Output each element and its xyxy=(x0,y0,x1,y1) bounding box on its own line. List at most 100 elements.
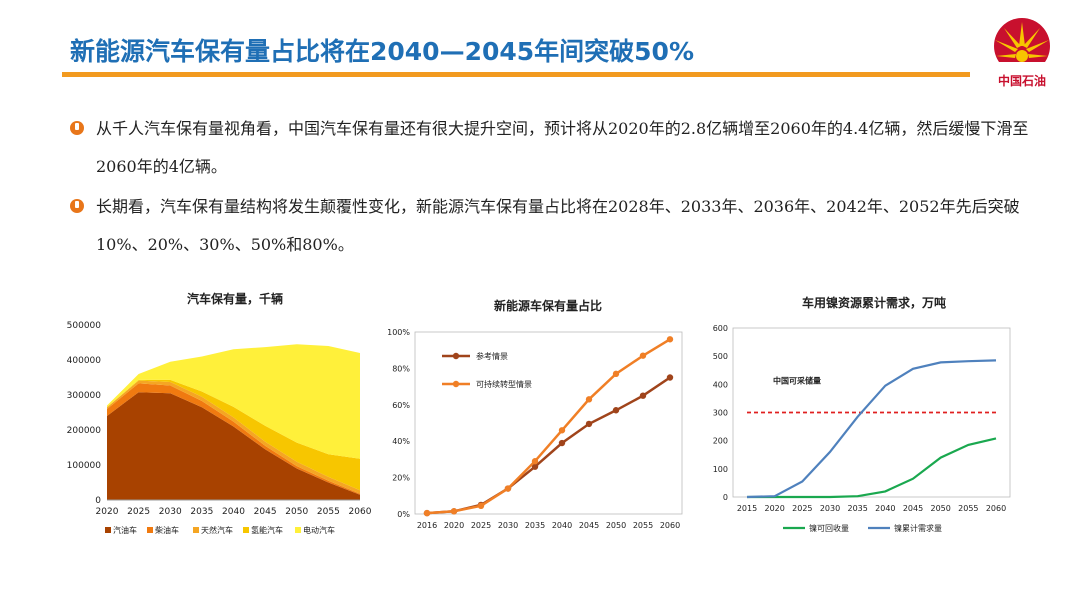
chart-title: 车用镍资源累计需求，万吨 xyxy=(802,295,946,310)
legend-swatch xyxy=(147,527,153,533)
y-tick-label: 400 xyxy=(713,380,728,389)
data-point xyxy=(531,463,539,470)
legend-swatch xyxy=(105,527,111,533)
y-tick-label: 100 xyxy=(713,465,728,474)
reference-line-label: 中国可采储量 xyxy=(773,376,821,386)
title-underline xyxy=(62,72,970,77)
legend-label: 氢能汽车 xyxy=(251,525,283,535)
bullet-text: 从千人汽车保有量视角看，中国汽车保有量还有很大提升空间，预计将从2020年的2.… xyxy=(96,119,1029,176)
x-tick-label: 2045 xyxy=(579,521,599,530)
area-series xyxy=(107,383,360,495)
x-tick-label: 2020 xyxy=(96,507,119,517)
x-tick-label: 2035 xyxy=(847,504,867,513)
y-tick-label: 500000 xyxy=(67,321,102,331)
area-series xyxy=(107,380,360,494)
y-tick-label: 200000 xyxy=(67,426,102,436)
legend-label: 镍可回收量 xyxy=(809,523,849,533)
x-tick-label: 2060 xyxy=(660,521,680,530)
y-tick-label: 0 xyxy=(723,493,728,502)
x-tick-label: 2016 xyxy=(417,521,437,530)
data-point xyxy=(450,508,458,515)
x-tick-label: 2030 xyxy=(820,504,840,513)
data-point xyxy=(585,396,593,403)
y-tick-label: 200 xyxy=(713,437,728,446)
x-tick-label: 2040 xyxy=(552,521,572,530)
x-tick-label: 2035 xyxy=(525,521,545,530)
series-line xyxy=(426,338,671,515)
legend-label: 汽油车 xyxy=(113,525,137,535)
series-line xyxy=(746,359,997,499)
y-tick-label: 300000 xyxy=(67,391,102,401)
x-tick-label: 2025 xyxy=(127,507,150,517)
area-series xyxy=(107,379,360,491)
x-tick-label: 2050 xyxy=(606,521,626,530)
legend-label: 参考情景 xyxy=(476,351,508,361)
nickel-demand-line-chart: 车用镍资源累计需求，万吨 0 100 200 300 400 500 600 2015 2020 2… xyxy=(713,295,1011,533)
area-series xyxy=(107,344,360,459)
data-point xyxy=(666,336,674,343)
plot-frame xyxy=(732,327,1011,498)
bullet-marker-icon xyxy=(70,199,84,213)
x-tick-label: 2050 xyxy=(930,504,950,513)
y-tick-label: 300 xyxy=(713,409,728,418)
x-tick-label: 2040 xyxy=(875,504,895,513)
x-tick-label: 2030 xyxy=(159,507,182,517)
data-point xyxy=(558,439,566,447)
vehicle-stock-area-chart: 汽车保有量，千辆 0 100000 200000 300000 400000 500000 2… xyxy=(67,291,372,535)
x-tick-label: 2055 xyxy=(633,521,653,530)
y-tick-label: 20% xyxy=(392,474,410,483)
data-point xyxy=(666,374,674,381)
legend-label: 电动汽车 xyxy=(303,525,335,535)
data-point xyxy=(504,485,512,492)
legend-swatch xyxy=(295,527,301,533)
legend-marker xyxy=(452,380,460,388)
x-tick-label: 2060 xyxy=(986,504,1006,513)
y-tick-label: 600 xyxy=(713,324,728,333)
y-tick-label: 400000 xyxy=(67,356,102,366)
legend-marker xyxy=(452,352,460,360)
data-point xyxy=(558,427,566,434)
page-title: 新能源汽车保有量占比将在2040—2045年间突破50% xyxy=(70,37,695,66)
x-tick-label: 2055 xyxy=(317,507,340,517)
y-tick-label: 40% xyxy=(392,437,410,446)
data-point xyxy=(612,407,620,414)
petrochina-logo-icon xyxy=(982,18,1062,96)
data-point xyxy=(477,502,485,510)
plot-frame xyxy=(414,331,683,515)
legend-swatch xyxy=(243,527,249,533)
series-line xyxy=(747,437,997,499)
data-point xyxy=(423,509,431,517)
data-point xyxy=(612,370,620,378)
data-point xyxy=(585,420,593,428)
y-tick-label: 100% xyxy=(387,328,410,337)
x-tick-label: 2045 xyxy=(903,504,923,513)
bullet-item: 从千人汽车保有量视角看，中国汽车保有量还有很大提升空间，预计将从2020年的2.… xyxy=(70,110,1050,186)
x-tick-label: 2035 xyxy=(190,507,213,517)
area-series xyxy=(107,392,360,500)
x-tick-label: 2050 xyxy=(285,507,308,517)
bullet-list: 从千人汽车保有量视角看，中国汽车保有量还有很大提升空间，预计将从2020年的2.… xyxy=(70,110,1050,266)
y-tick-label: 100000 xyxy=(67,461,102,471)
logo-text: 中国石油 xyxy=(997,74,1046,88)
chart-title: 新能源车保有量占比 xyxy=(494,298,602,313)
y-tick-label: 0% xyxy=(397,510,410,519)
chart-title: 汽车保有量，千辆 xyxy=(187,291,283,306)
x-tick-label: 2025 xyxy=(792,504,812,513)
data-point xyxy=(639,352,647,359)
x-tick-label: 2045 xyxy=(254,507,277,517)
legend-label: 镍累计需求量 xyxy=(894,523,942,533)
x-tick-label: 2060 xyxy=(349,507,372,517)
bullet-text: 长期看，汽车保有量结构将发生颠覆性变化，新能源汽车保有量占比将在2028年、20… xyxy=(96,197,1020,254)
data-point xyxy=(639,392,647,399)
legend-label: 可持续转型情景 xyxy=(476,379,532,389)
bullet-item: 长期看，汽车保有量结构将发生颠覆性变化，新能源汽车保有量占比将在2028年、20… xyxy=(70,188,1050,264)
y-tick-label: 80% xyxy=(392,364,410,373)
legend-swatch xyxy=(193,527,199,533)
legend-label: 柴油车 xyxy=(155,525,179,535)
x-tick-label: 2040 xyxy=(222,507,245,517)
x-tick-label: 2015 xyxy=(737,504,757,513)
x-tick-label: 2020 xyxy=(444,521,464,530)
data-point xyxy=(531,458,539,465)
y-tick-label: 60% xyxy=(392,401,410,410)
x-tick-label: 2055 xyxy=(958,504,978,513)
